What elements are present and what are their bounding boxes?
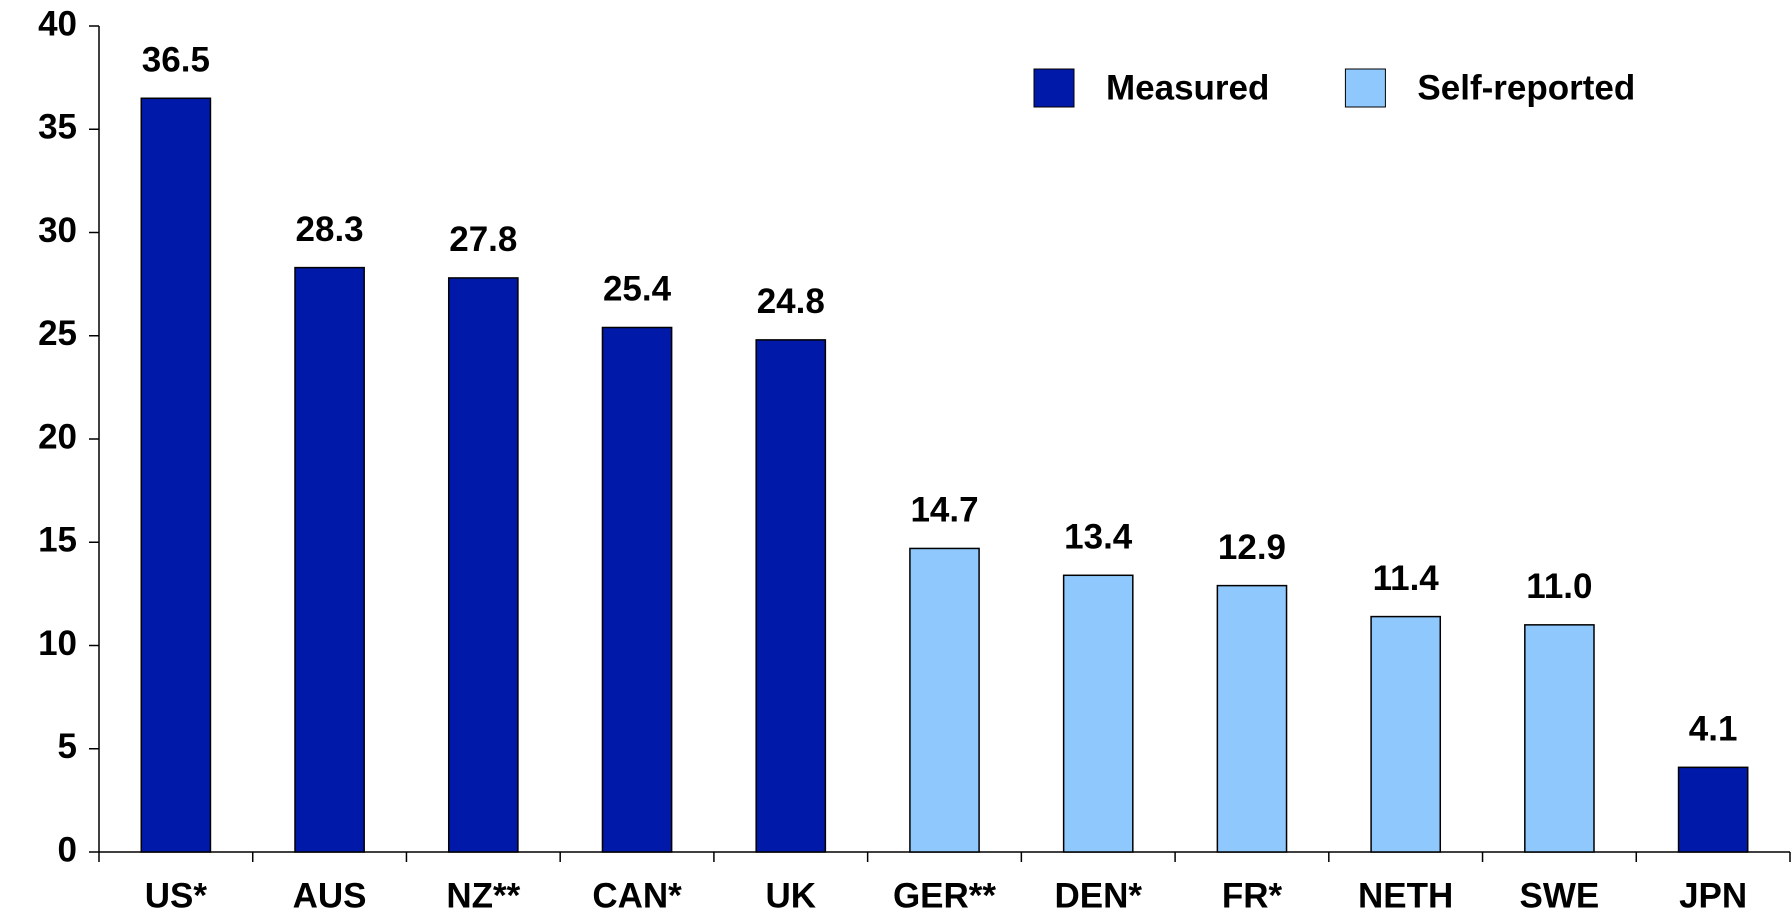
x-tick-label: AUS xyxy=(293,876,367,914)
bar xyxy=(1370,615,1442,853)
bar xyxy=(140,97,212,853)
bar xyxy=(294,266,365,853)
y-tick-label: 20 xyxy=(38,417,77,456)
y-tick-label: 35 xyxy=(38,108,77,147)
bar xyxy=(1677,766,1749,853)
legend-label: Measured xyxy=(1106,68,1269,107)
value-label: 36.5 xyxy=(142,41,210,80)
x-tick-label: DEN* xyxy=(1054,876,1142,914)
y-tick-label: 25 xyxy=(38,314,77,353)
x-tick-label: SWE xyxy=(1520,876,1600,914)
value-label: 11.4 xyxy=(1373,559,1440,598)
y-tick-label: 0 xyxy=(58,830,77,869)
value-label: 24.8 xyxy=(757,282,825,321)
value-label: 12.9 xyxy=(1218,528,1286,567)
value-label: 11.0 xyxy=(1526,567,1592,606)
value-label: 13.4 xyxy=(1064,518,1133,557)
x-tick-label: UK xyxy=(765,876,816,914)
legend-swatch xyxy=(1033,68,1075,108)
bar xyxy=(909,547,980,853)
y-tick-label: 5 xyxy=(58,727,77,766)
x-tick-label: NETH xyxy=(1358,876,1453,914)
value-label: 14.7 xyxy=(910,491,978,530)
bar xyxy=(1216,584,1288,853)
x-tick-label: NZ** xyxy=(446,876,520,914)
x-tick-label: GER** xyxy=(893,876,996,914)
value-label: 4.1 xyxy=(1689,710,1738,749)
x-tick-label: JPN xyxy=(1679,876,1747,914)
y-tick-label: 30 xyxy=(38,211,77,250)
bar xyxy=(601,326,673,853)
y-tick-label: 10 xyxy=(38,624,77,663)
bar xyxy=(1524,624,1595,853)
x-tick-label: US* xyxy=(145,876,208,914)
value-label: 27.8 xyxy=(449,220,517,259)
value-label: 28.3 xyxy=(296,210,364,249)
x-tick-label: CAN* xyxy=(592,876,682,914)
bar xyxy=(1062,574,1134,853)
x-tick-label: FR* xyxy=(1222,876,1283,914)
legend-label: Self-reported xyxy=(1417,68,1635,107)
legend-swatch xyxy=(1344,68,1386,108)
y-tick-label: 40 xyxy=(38,4,77,43)
bar xyxy=(447,277,519,853)
value-label: 25.4 xyxy=(603,270,672,309)
bar xyxy=(755,339,827,853)
y-tick-label: 15 xyxy=(38,521,77,560)
